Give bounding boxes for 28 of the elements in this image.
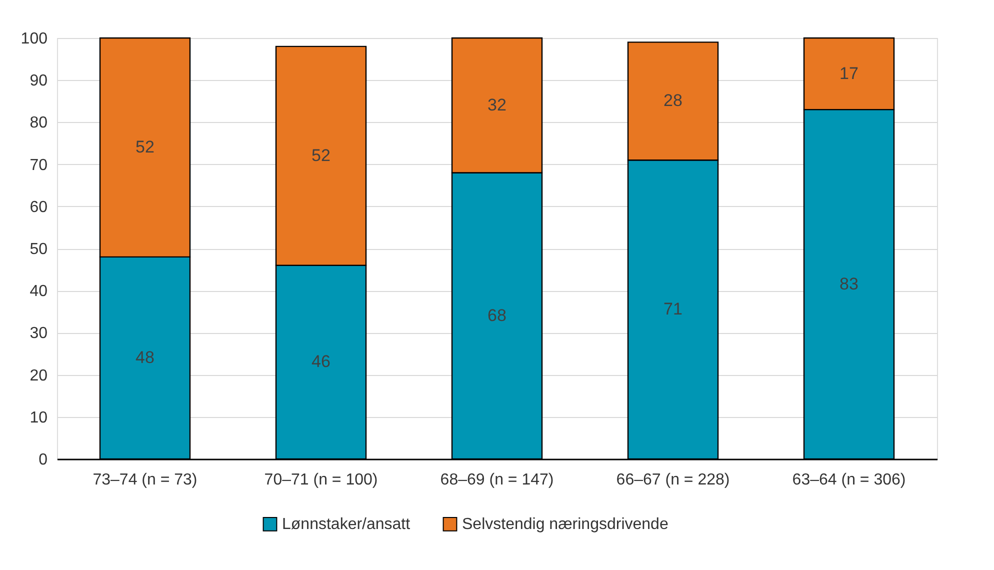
data-label: 28 — [664, 91, 682, 110]
legend-label: Selvstendig næringsdrivende — [462, 516, 668, 534]
data-label: 17 — [840, 64, 858, 83]
y-tick-label: 20 — [30, 367, 48, 384]
x-tick-label: 73–74 (n = 73) — [92, 472, 198, 488]
x-tick-label: 66–67 (n = 228) — [616, 472, 730, 488]
data-label: 71 — [664, 300, 682, 319]
x-tick-label: 70–71 (n = 100) — [264, 472, 378, 488]
data-label: 48 — [136, 348, 154, 367]
legend-label: Lønnstaker/ansatt — [282, 516, 411, 534]
y-tick-label: 10 — [30, 409, 48, 426]
y-tick-label: 0 — [38, 452, 48, 468]
y-tick-label: 90 — [30, 72, 48, 90]
data-label: 46 — [312, 352, 330, 372]
data-label: 32 — [488, 95, 506, 114]
y-tick-label: 100 — [20, 30, 48, 48]
data-label: 52 — [136, 137, 154, 156]
data-label: 68 — [488, 306, 506, 325]
x-tick-label: 63–64 (n = 306) — [792, 472, 906, 488]
data-label: 52 — [312, 146, 330, 165]
data-label: 83 — [840, 274, 858, 294]
y-tick-label: 80 — [30, 114, 48, 132]
y-tick-label: 70 — [30, 156, 48, 174]
y-tick-label: 30 — [30, 325, 48, 342]
y-tick-label: 40 — [30, 283, 48, 300]
x-tick-label: 68–69 (n = 147) — [440, 472, 554, 488]
y-tick-label: 50 — [30, 241, 48, 258]
y-tick-label: 60 — [30, 198, 48, 216]
